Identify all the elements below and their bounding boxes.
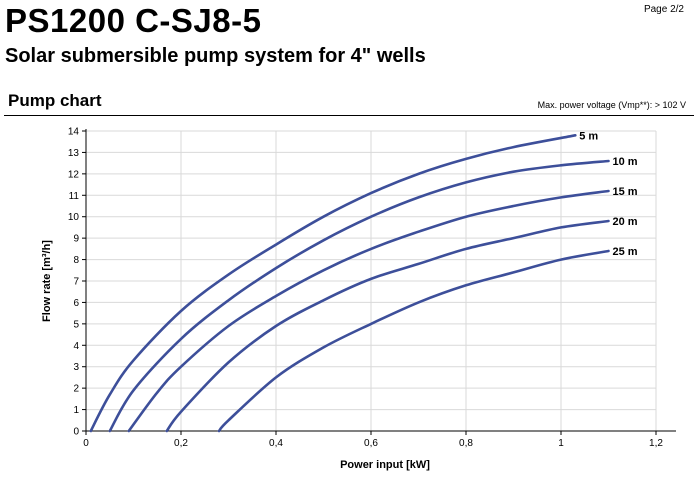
x-tick-label: 0 [83, 438, 89, 449]
section-title: Pump chart [8, 91, 102, 110]
y-tick-label: 4 [73, 341, 79, 352]
series-line [217, 249, 610, 433]
x-tick-label: 0,6 [364, 438, 378, 449]
series-line [89, 134, 577, 433]
y-tick-label: 0 [73, 427, 79, 438]
voltage-note: Max. power voltage (Vmp**): > 102 V [537, 100, 686, 110]
series-line [108, 159, 610, 433]
page-title: PS1200 C-SJ8-5 [5, 2, 262, 39]
series-label: 25 m [613, 246, 638, 258]
x-tick-label: 0,4 [269, 438, 283, 449]
series-label: 20 m [613, 216, 638, 228]
y-tick-label: 11 [69, 191, 80, 202]
y-tick-label: 6 [73, 298, 79, 309]
y-tick-label: 10 [68, 212, 80, 223]
y-tick-label: 1 [73, 405, 79, 416]
y-tick-label: 9 [73, 234, 79, 245]
chart-series: 5 m 10 m 15 m 20 m 25 m [89, 130, 638, 433]
series-line [127, 189, 610, 433]
series-label: 10 m [613, 156, 638, 168]
y-tick-label: 12 [68, 169, 80, 180]
y-tick-label: 5 [73, 319, 79, 330]
y-tick-label: 2 [73, 384, 79, 395]
page-number: Page 2/2 [643, 4, 684, 15]
section-divider [4, 115, 694, 116]
x-tick-label: 1 [558, 438, 564, 449]
y-tick-label: 13 [68, 148, 80, 159]
y-tick-label: 8 [73, 255, 79, 266]
x-tick-label: 0,8 [459, 438, 473, 449]
chart-grid [86, 130, 657, 431]
page-subtitle: Solar submersible pump system for 4" wel… [5, 45, 426, 67]
x-tick-label: 0,2 [174, 438, 188, 449]
y-tick-label: 14 [68, 127, 80, 138]
y-tick-label: 7 [73, 277, 79, 288]
y-tick-label: 3 [73, 362, 79, 373]
y-axis-label: Flow rate [m³/h] [41, 240, 53, 322]
chart-axes [85, 129, 676, 432]
x-tick-label: 1,2 [649, 438, 663, 449]
series-line [165, 219, 610, 433]
series-label: 5 m [579, 130, 598, 142]
x-axis-label: Power input [kW] [340, 459, 430, 471]
series-label: 15 m [613, 186, 638, 198]
